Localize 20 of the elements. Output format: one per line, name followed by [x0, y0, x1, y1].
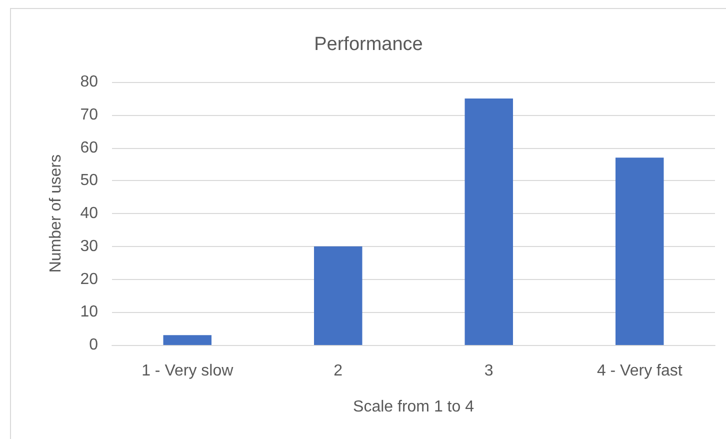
- bar: [163, 335, 212, 345]
- y-tick-label: 0: [89, 336, 98, 354]
- y-tick-label: 60: [80, 139, 98, 156]
- bar: [314, 246, 362, 345]
- y-axis-title: Number of users: [48, 154, 64, 273]
- y-tick-label: 10: [80, 304, 98, 321]
- y-tick-label: 80: [80, 74, 98, 90]
- y-tick-label: 70: [80, 106, 98, 124]
- y-tick-label: 50: [80, 172, 98, 190]
- x-axis-title: Scale from 1 to 4: [353, 398, 474, 416]
- x-tick-label: 2: [334, 362, 343, 380]
- x-tick-label: 4 - Very fast: [596, 362, 683, 380]
- y-tick-label: 40: [80, 205, 98, 222]
- y-tick-label: 20: [80, 270, 98, 288]
- x-tick-label: 1 - Very slow: [142, 362, 234, 380]
- x-tick-label: 3: [484, 362, 494, 380]
- bar: [616, 158, 664, 345]
- bar: [464, 98, 513, 345]
- chart-title: Performance: [314, 34, 423, 55]
- y-tick-label: 30: [80, 238, 98, 255]
